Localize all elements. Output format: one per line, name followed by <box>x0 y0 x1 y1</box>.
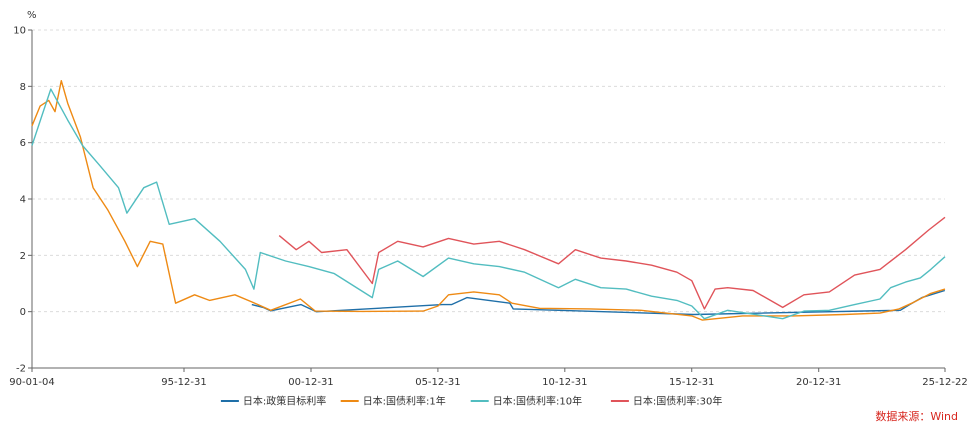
legend-item-label: 日本:国债利率:30年 <box>633 395 722 408</box>
axes: -2 0 2 4 6 8 10 90-01-04 95-12-31 00-12-31 05-12-3… <box>9 26 967 389</box>
x-tick-label: 20-12-31 <box>796 377 841 388</box>
legend-item-label: 日本:国债利率:1年 <box>363 395 446 408</box>
series-group <box>31 80 946 321</box>
y-tick-label: 4 <box>20 195 26 206</box>
data-source-label: 数据来源：Wind <box>875 409 958 423</box>
y-tick-label: 2 <box>20 251 26 262</box>
x-tick-label: 95-12-31 <box>161 377 206 388</box>
series-line-1 <box>251 289 946 316</box>
y-axis-unit-label: % <box>27 10 37 21</box>
x-tick-label: 15-12-31 <box>669 377 714 388</box>
series-line-3 <box>31 88 946 320</box>
y-tick-label: 10 <box>13 26 26 37</box>
legend-item-label: 日本:政策目标利率 <box>243 395 326 408</box>
legend-item-label: 日本:国债利率:10年 <box>493 395 582 408</box>
legend: 日本:政策目标利率 日本:国债利率:1年 日本:国债利率:10年 日本:国债利率:30… <box>220 395 722 408</box>
series-line-2 <box>31 80 946 321</box>
grid <box>32 29 945 313</box>
x-tick-label: 90-01-04 <box>9 377 54 388</box>
x-tick-label: 10-12-31 <box>542 377 587 388</box>
y-tick-label: -2 <box>16 364 26 375</box>
y-tick-label: 6 <box>20 138 26 149</box>
y-tick-label: 0 <box>20 307 26 318</box>
x-tick-label: 25-12-22 <box>922 377 967 388</box>
x-tick-label: 05-12-31 <box>415 377 460 388</box>
x-tick-label: 00-12-31 <box>288 377 333 388</box>
series-line-4 <box>278 216 946 310</box>
y-tick-label: 8 <box>20 82 26 93</box>
